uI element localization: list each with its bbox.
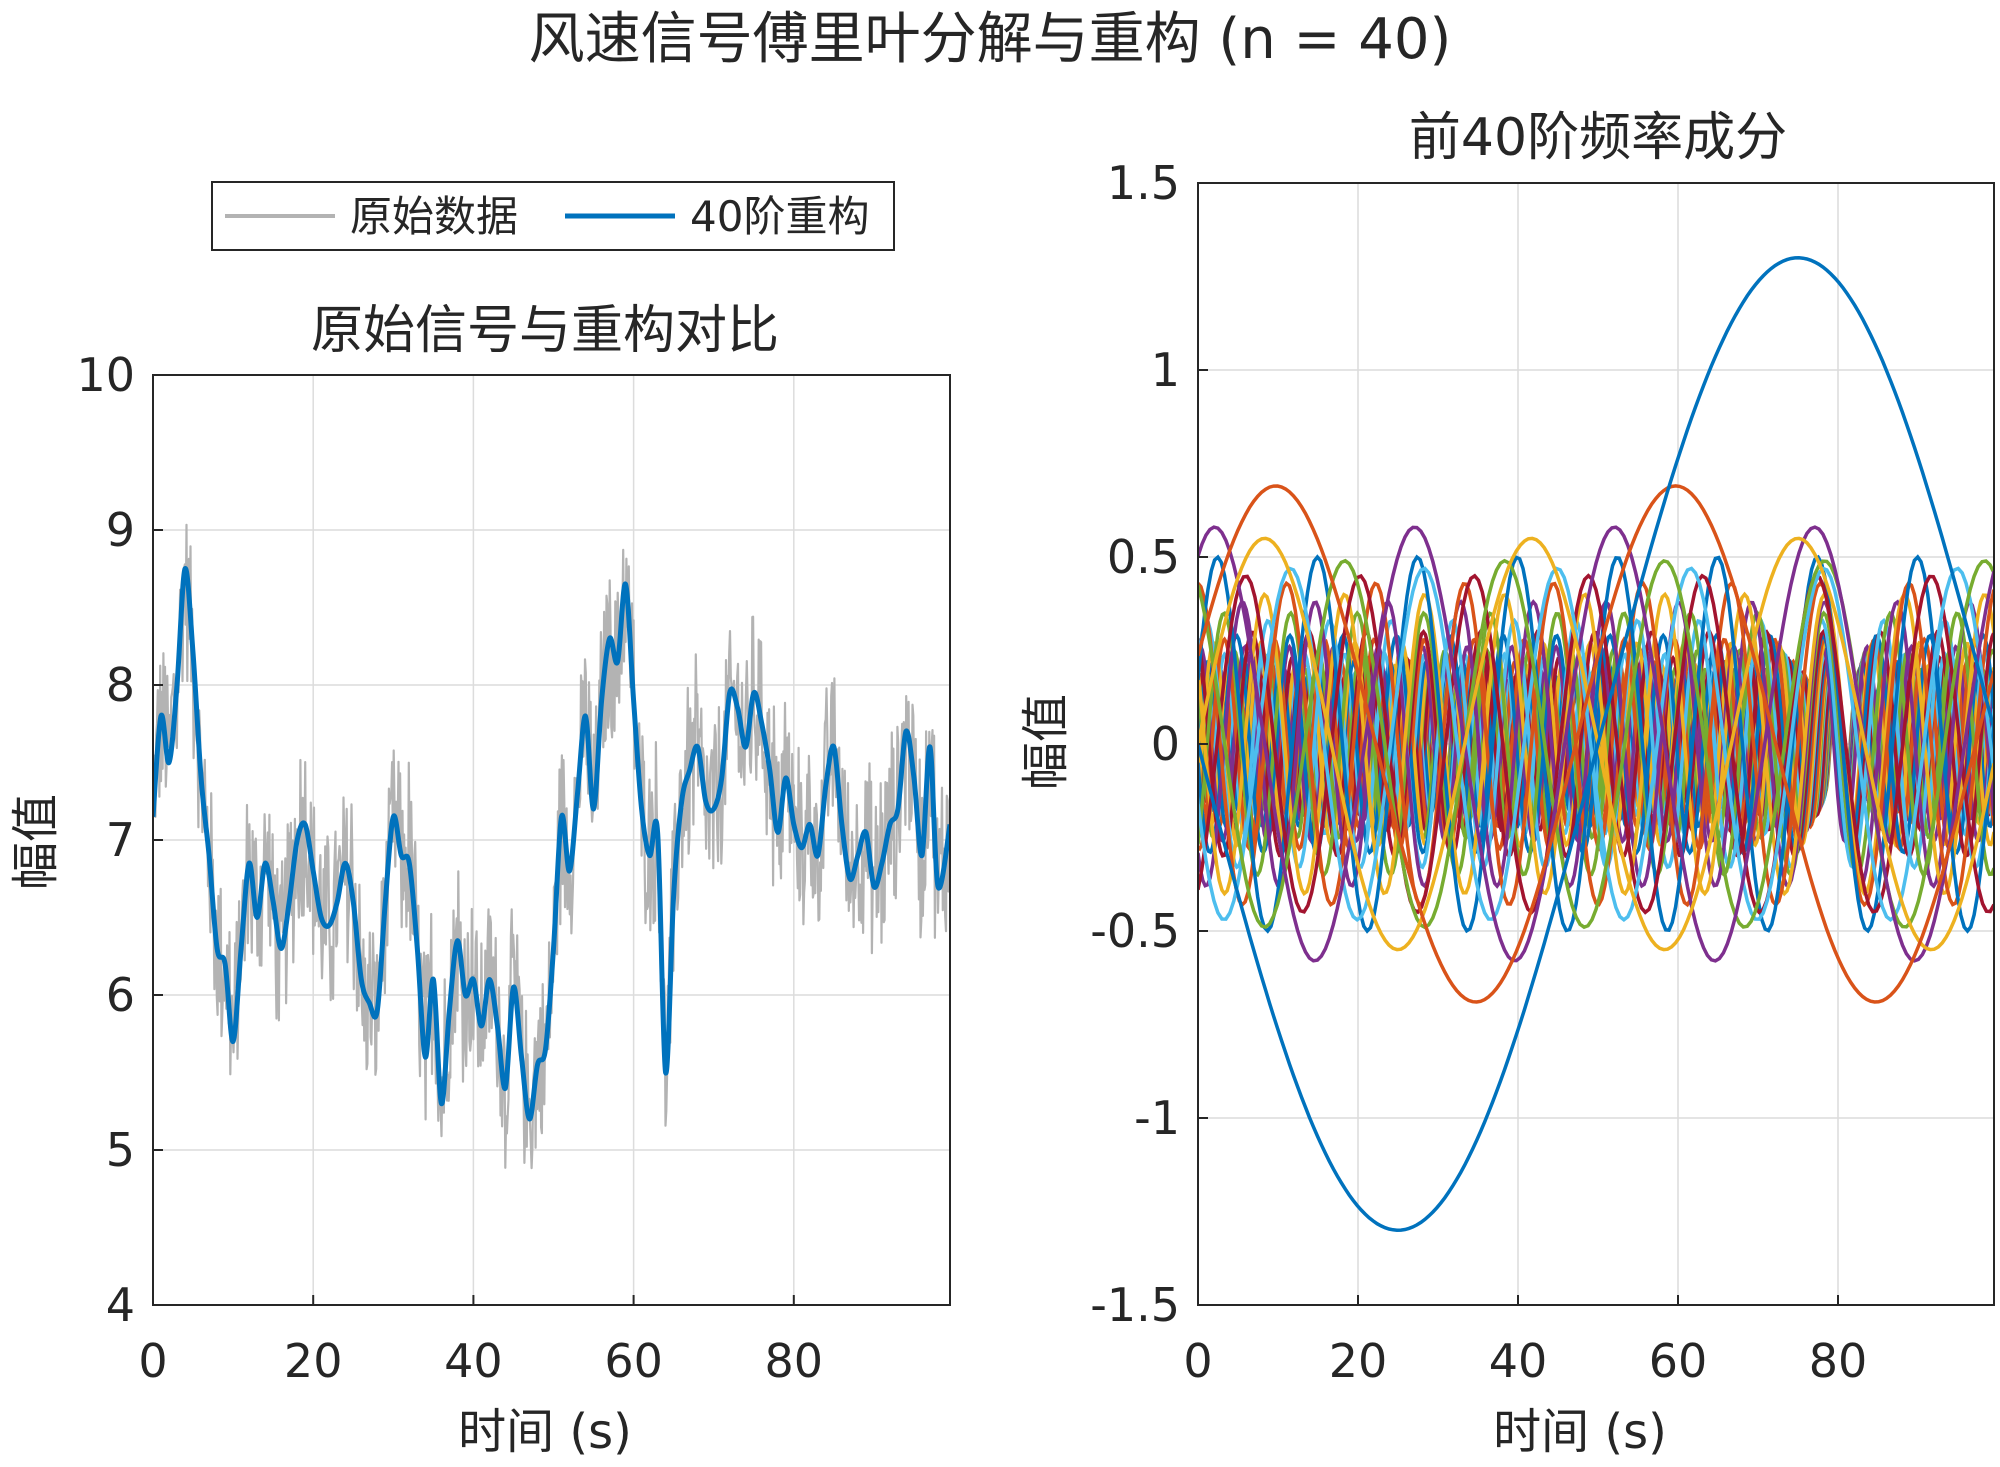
left-axes-ticks: 0 20 40 60 80 4 5 6 7 8 9 10: [76, 348, 823, 1388]
frequency-component-1-line: [1198, 256, 1994, 1232]
frequency-component-10-line: [1198, 591, 1994, 897]
frequency-component-14-line: [1198, 628, 1994, 860]
left-xtick-label: 80: [765, 1334, 824, 1388]
legend-label-raw: 原始数据: [350, 192, 518, 241]
right-ytick-label: 1: [1151, 343, 1180, 397]
legend: 原始数据 40阶重构: [211, 181, 895, 251]
frequency-component-3-line: [1198, 536, 1994, 952]
left-axes-title: 原始信号与重构对比: [311, 301, 779, 361]
frequency-component-8-line: [1198, 554, 1994, 934]
left-axes-xlabel: 时间 (s): [458, 1404, 632, 1460]
left-xtick-label: 40: [444, 1334, 503, 1388]
left-axes-ylabel: 幅值: [8, 794, 64, 890]
frequency-component-7-line: [1198, 573, 1994, 915]
series-raw-data-line: [153, 523, 950, 1170]
left-ytick-label: 6: [106, 968, 135, 1022]
series-reconstruction-line: [153, 566, 950, 1122]
right-xtick-label: 60: [1649, 1334, 1708, 1388]
legend-label-recon: 40阶重构: [690, 192, 869, 241]
right-ytick-label: -1: [1134, 1091, 1180, 1145]
left-axes: 原始信号与重构对比 0 20 40 60 80 4 5 6 7 8 9 10 时间 (s) 幅值 原始…: [8, 181, 951, 1460]
right-axes-ticks: 0 20 40 60 80 -1.5 -1 -0.5 0 0.5 1 1.5: [1090, 156, 1867, 1388]
right-axes: 前40阶频率成分 0 20 40 60 80 -1.5 -1 -0.5 0 0.5 1 1.5 时间 …: [1018, 108, 1995, 1460]
left-ytick-label: 9: [106, 503, 135, 557]
right-ytick-label: 0: [1151, 717, 1180, 771]
left-ytick-label: 4: [106, 1278, 135, 1332]
left-xtick-label: 20: [284, 1334, 343, 1388]
left-ytick-label: 10: [76, 348, 135, 402]
right-ytick-label: -0.5: [1090, 904, 1180, 958]
left-ytick-label: 8: [106, 658, 135, 712]
left-axes-plot-area: [153, 523, 950, 1170]
left-ytick-label: 5: [106, 1123, 135, 1177]
right-ytick-label: 1.5: [1107, 156, 1180, 210]
right-axes-xlabel: 时间 (s): [1493, 1404, 1667, 1460]
left-xtick-label: 0: [138, 1334, 167, 1388]
right-axes-plot-area: [1198, 256, 1994, 1232]
frequency-component-6-line: [1198, 566, 1994, 923]
frequency-component-2-line: [1198, 484, 1994, 1004]
right-xtick-label: 80: [1809, 1334, 1868, 1388]
left-xtick-label: 60: [604, 1334, 663, 1388]
right-axes-title: 前40阶频率成分: [1409, 108, 1787, 168]
right-xtick-label: 40: [1489, 1334, 1548, 1388]
right-xtick-label: 0: [1183, 1334, 1212, 1388]
right-axes-ylabel: 幅值: [1018, 694, 1074, 790]
right-ytick-label: -1.5: [1090, 1278, 1180, 1332]
right-xtick-label: 20: [1329, 1334, 1388, 1388]
figure-suptitle: 风速信号傅里叶分解与重构 (n = 40): [529, 7, 1452, 72]
left-ytick-label: 7: [106, 813, 135, 867]
right-ytick-label: 0.5: [1107, 530, 1180, 584]
